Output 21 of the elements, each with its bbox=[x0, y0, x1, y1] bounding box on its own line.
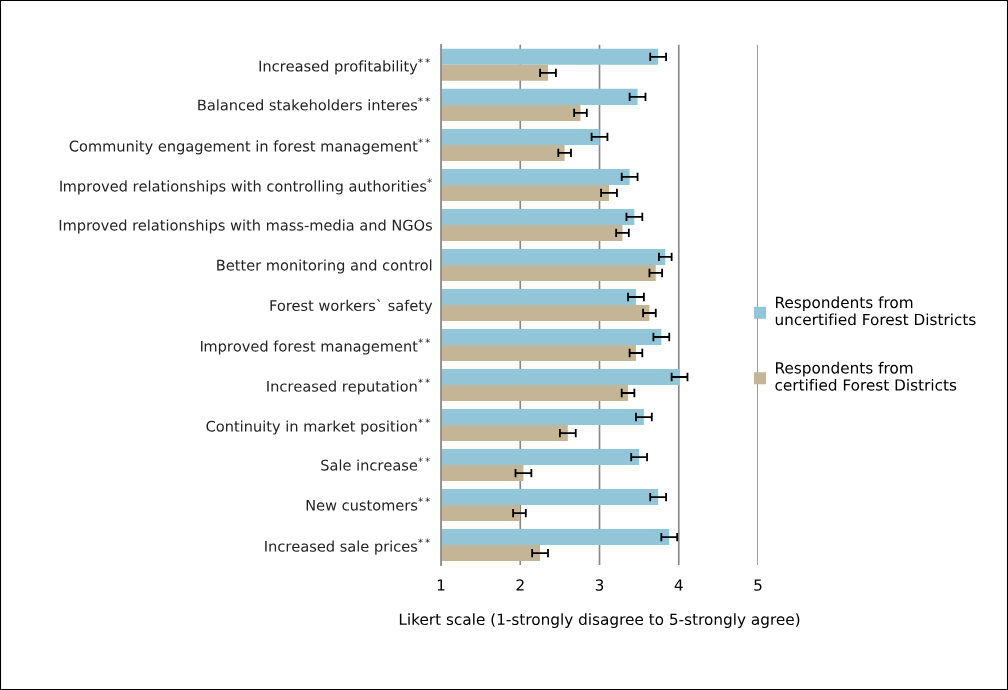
y-tick-label: Forest workers` safety bbox=[270, 299, 433, 314]
y-tick-label: Community engagement in forest management$^{**}$ bbox=[69, 138, 430, 155]
x-tick-label: 5 bbox=[754, 579, 762, 591]
y-tick-label: Continuity in market position$^{**}$ bbox=[206, 418, 430, 435]
y-tick-label: Sale increase$^{**}$ bbox=[321, 457, 430, 471]
y-tick-label: Improved relationships with mass-media and NGOs bbox=[59, 219, 432, 234]
y-tick-label: Increased reputation$^{**}$ bbox=[267, 378, 430, 395]
x-tick-label: 2 bbox=[516, 579, 524, 591]
y-tick-label: Improved relationships with controlling authorities$^{*}$ bbox=[60, 178, 432, 195]
y-tick-label: Better monitoring and control bbox=[217, 259, 432, 274]
x-tick-label: 1 bbox=[437, 579, 445, 591]
legend-label: Respondents from certified Forest Districts bbox=[775, 361, 957, 391]
y-tick-label: New customers$^{**}$ bbox=[306, 497, 430, 511]
x-tick-label: 4 bbox=[674, 579, 683, 591]
y-tick-label: Improved forest management$^{**}$ bbox=[201, 338, 430, 355]
legend-label: Respondents from uncertified Forest Districts bbox=[775, 296, 976, 326]
y-tick-label: Increased profitability$^{**}$ bbox=[259, 58, 430, 75]
y-tick-label: Increased sale prices$^{**}$ bbox=[265, 538, 430, 555]
x-axis-title: Likert scale (1-strongly disagree to 5-strongly agree) bbox=[399, 613, 800, 629]
y-tick-label: Balanced stakeholders interes$^{**}$ bbox=[198, 97, 430, 111]
x-tick-label: 3 bbox=[595, 579, 604, 591]
